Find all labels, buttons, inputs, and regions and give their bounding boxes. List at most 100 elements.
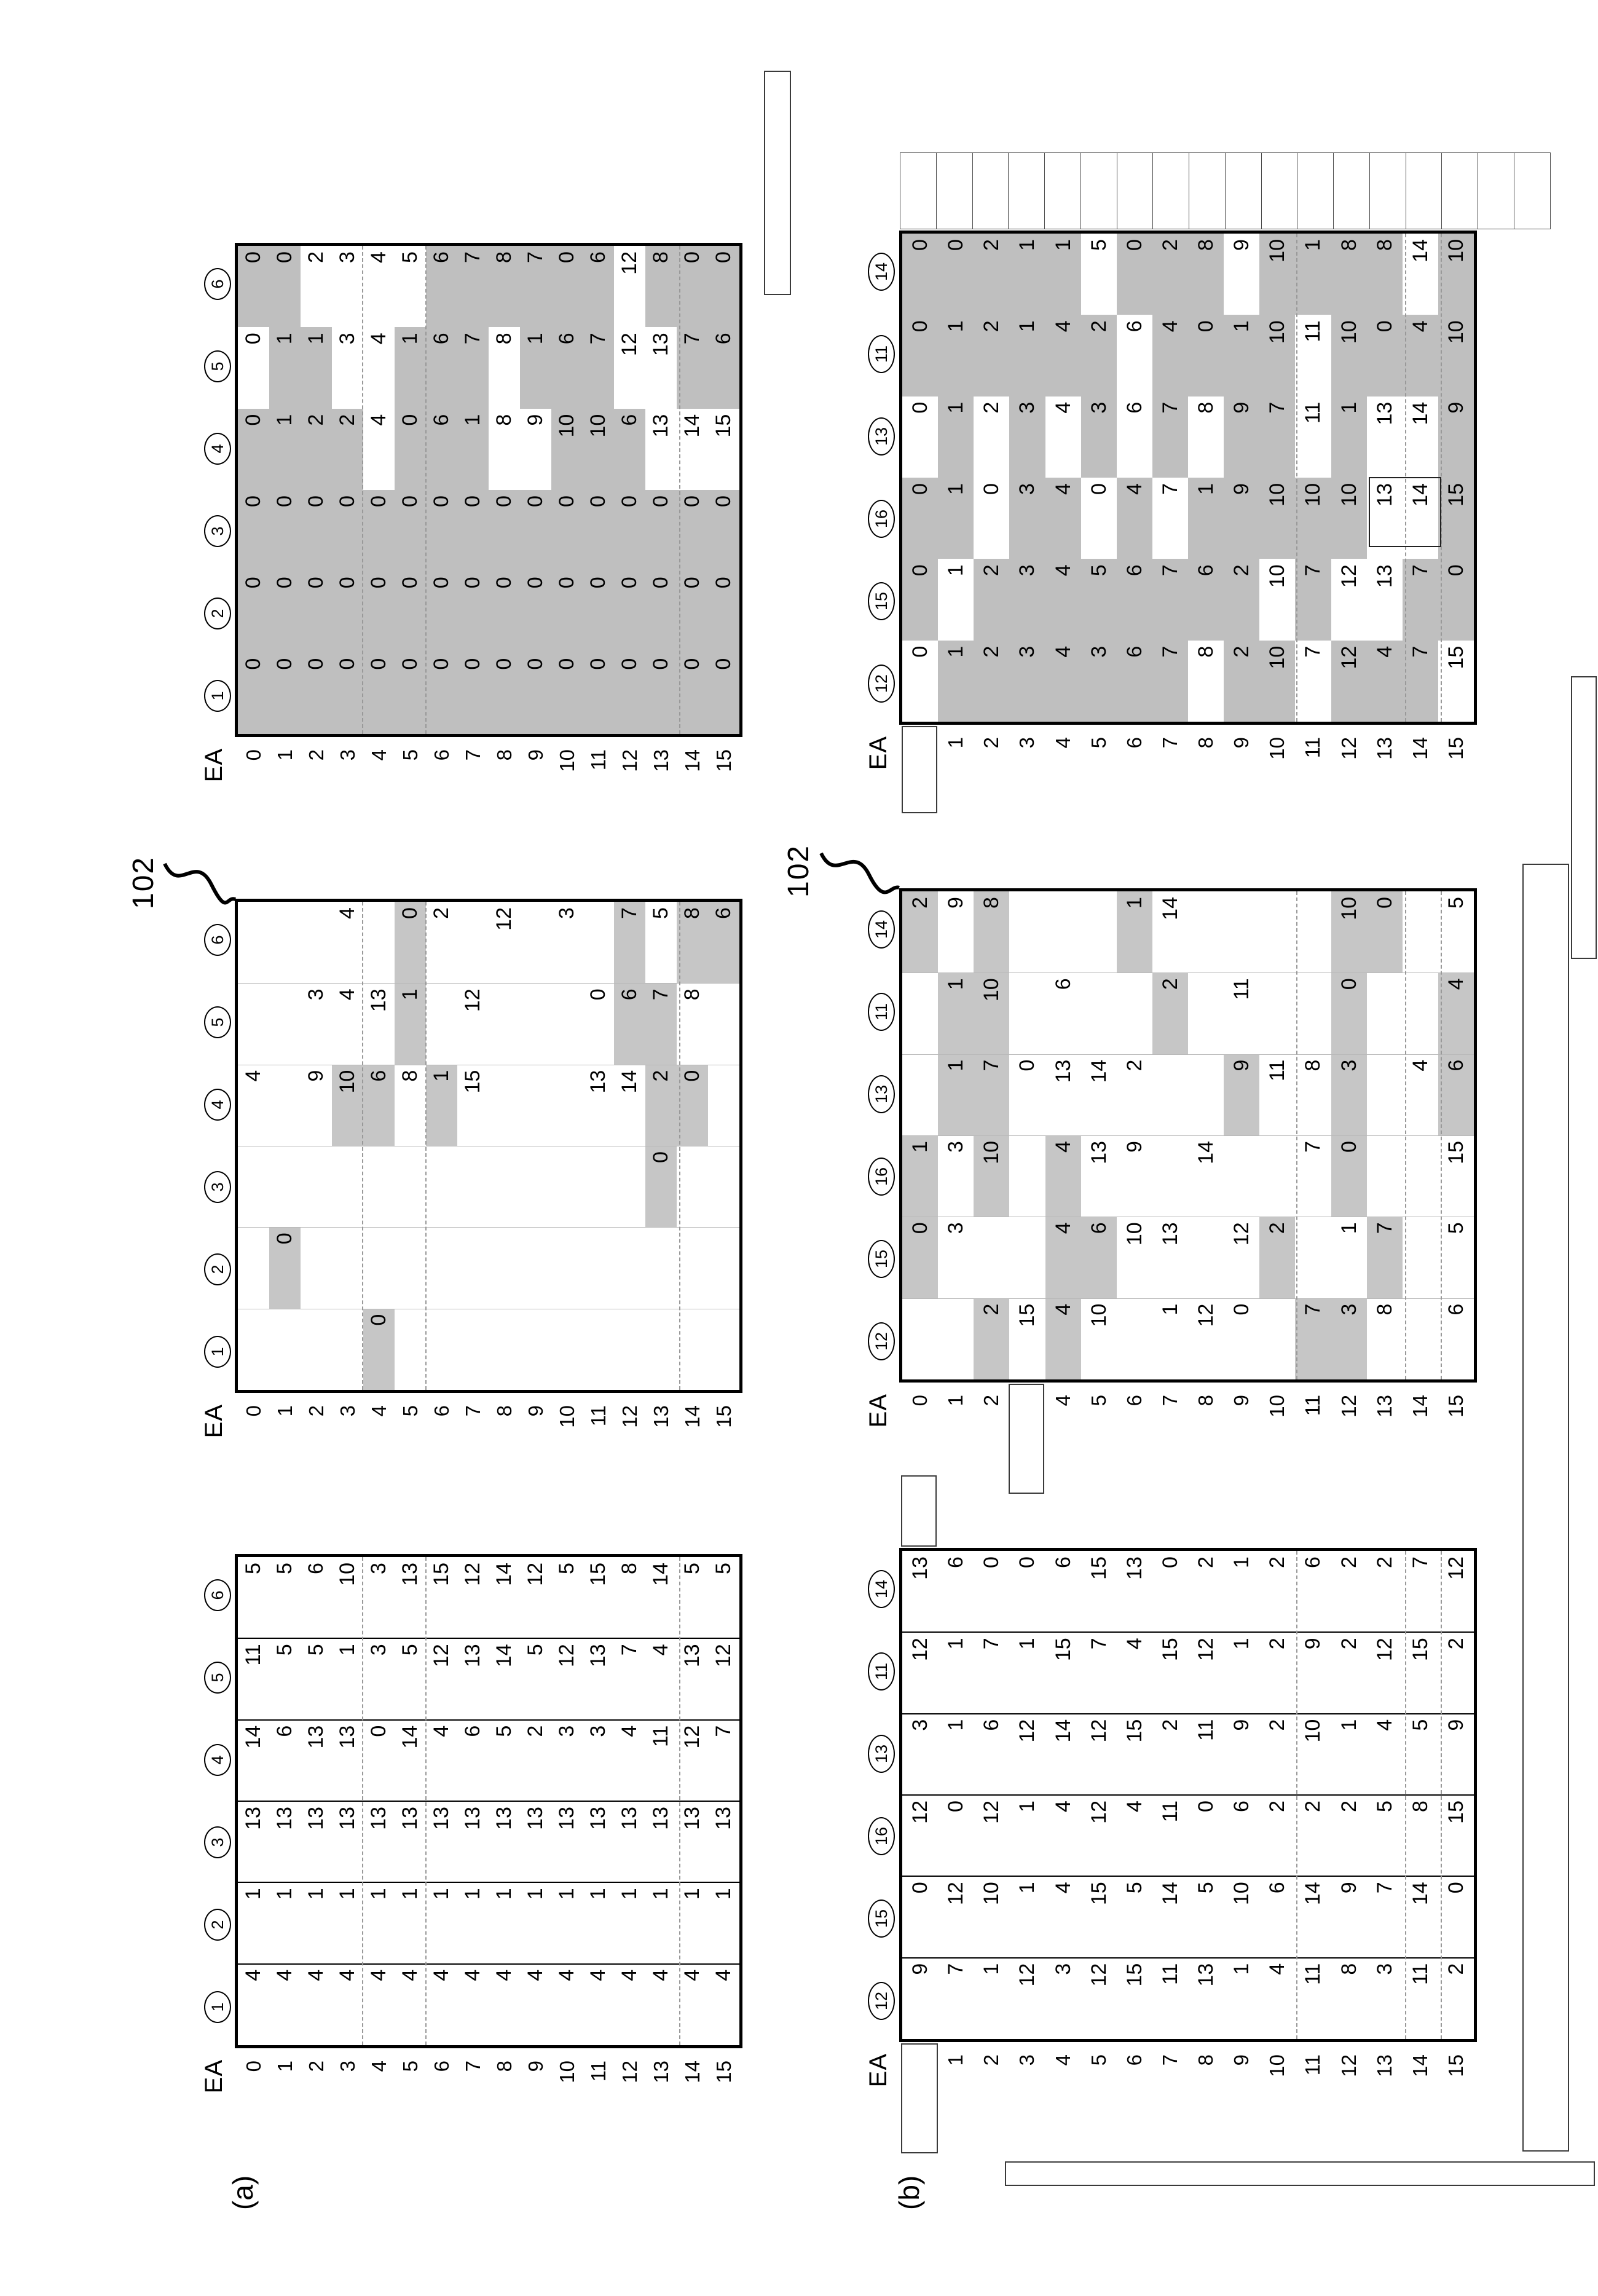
cell-a1-c2-ea8: 1 [492, 1888, 516, 1900]
column-divider [238, 1801, 739, 1802]
col-header-circle-b2-15: 15 [868, 1240, 895, 1278]
cell-b3-c14-ea3: 1 [1015, 239, 1039, 251]
cell-a1-c2-ea4: 1 [367, 1888, 390, 1900]
cell-b1-c13-ea13: 4 [1372, 1719, 1396, 1731]
cell-b1-c14-ea9: 1 [1230, 1556, 1254, 1568]
ea-row-label-a2-7: 7 [461, 1405, 484, 1417]
cell-b3-c11-ea0: 0 [908, 320, 932, 333]
comb-cell-2 [972, 152, 1009, 229]
marker-box-4 [901, 2043, 938, 2153]
cell-b1-c15-ea4: 4 [1051, 1882, 1075, 1894]
cell-b1-c14-ea1: 6 [944, 1556, 968, 1568]
cell-b3-c12-ea14: 7 [1408, 645, 1432, 658]
cell-b2-c13-ea6: 2 [1122, 1059, 1146, 1071]
ea-row-label-b1-13: 13 [1372, 2054, 1396, 2077]
ea-title-a2: EA [200, 1404, 227, 1438]
cell-b3-c12-ea0: 0 [902, 640, 939, 722]
cell-b1-c14-ea4: 6 [1051, 1556, 1075, 1568]
column-divider [902, 1876, 1474, 1877]
cell-a2-c4-ea12: 14 [618, 1070, 641, 1094]
leader-squiggle-b [819, 852, 900, 894]
cell-a1-c5-ea12: 7 [618, 1644, 641, 1656]
comb-cell-4 [1044, 152, 1082, 229]
col-header-circle-b3-14: 14 [868, 253, 895, 291]
cell-b2-c16-ea4: 4 [1045, 1135, 1081, 1217]
cell-b1-c12-ea15: 2 [1444, 1963, 1468, 1975]
cell-a1-c6-ea1: 5 [273, 1563, 296, 1574]
cell-b3-c16-ea0: 0 [908, 483, 932, 495]
cell-b3-c15-ea0: 0 [908, 564, 932, 577]
ea-row-label-b3-14: 14 [1408, 737, 1431, 760]
cell-b2-c12-ea4: 4 [1045, 1298, 1081, 1379]
cell-b2-c13-ea10: 11 [1265, 1059, 1289, 1081]
cell-b1-c11-ea11: 9 [1301, 1638, 1325, 1650]
cell-b1-c13-ea0: 3 [908, 1719, 932, 1731]
ea-row-label-b1-4: 4 [1051, 2054, 1074, 2066]
col-header-circle-b2-11: 11 [868, 993, 895, 1031]
cell-a3-c3-ea0: 0 [242, 495, 265, 507]
col-header-circle-b1-11: 11 [868, 1652, 895, 1690]
cell-a3-c6-ea10: 0 [555, 251, 578, 263]
ea-row-label-b2-4: 4 [1051, 1395, 1074, 1406]
marker-box-3 [901, 1475, 937, 1547]
cell-a1-c5-ea3: 1 [336, 1644, 359, 1656]
ea-row-label-b2-13: 13 [1372, 1395, 1396, 1418]
ea-row-label-a1-1: 1 [273, 2061, 296, 2072]
cell-a3-c3-ea3: 0 [336, 495, 359, 507]
cell-b3-c14-ea10: 10 [1265, 239, 1289, 262]
cell-b2-c12-ea5: 10 [1087, 1303, 1111, 1327]
cell-b1-c12-ea0: 9 [908, 1963, 932, 1975]
cell-a1-c3-ea14: 13 [680, 1807, 704, 1830]
cell-b2-c16-ea5: 13 [1087, 1141, 1111, 1164]
cell-a2-c6-ea3: 4 [336, 907, 359, 919]
cell-a3-c4-ea10: 10 [555, 414, 578, 438]
cell-b2-c12-ea11: 7 [1295, 1298, 1331, 1379]
cell-a2-c4-ea7: 15 [461, 1070, 484, 1094]
cell-a3-c4-ea8: 8 [489, 408, 520, 490]
column-divider [238, 1963, 739, 1965]
cell-a1-c4-ea12: 4 [618, 1725, 641, 1737]
cell-a3-c6-ea13: 8 [649, 251, 672, 263]
col-header-circle-b3-11: 11 [868, 335, 895, 373]
cell-b2-c15-ea9: 12 [1230, 1222, 1254, 1246]
cell-b2-c11-ea2: 10 [974, 972, 1010, 1054]
cell-a3-c5-ea6: 6 [430, 333, 453, 345]
cell-b3-c14-ea4: 1 [1051, 239, 1075, 251]
cell-b1-c14-ea14: 7 [1408, 1556, 1432, 1568]
cell-b2-c12-ea8: 12 [1194, 1303, 1218, 1327]
cell-b2-c12-ea15: 6 [1444, 1303, 1468, 1316]
cell-a2-c6-ea14: 8 [677, 902, 708, 984]
cell-b1-c16-ea2: 12 [980, 1801, 1004, 1824]
cell-b1-c11-ea6: 4 [1122, 1638, 1146, 1650]
cell-b2-c13-ea14: 4 [1408, 1059, 1432, 1071]
cell-b1-c11-ea10: 2 [1265, 1638, 1289, 1650]
col-header-circle-b2-12: 12 [868, 1322, 895, 1360]
cell-b1-c15-ea9: 10 [1230, 1882, 1254, 1906]
cell-a2-c5-ea12: 6 [614, 983, 645, 1065]
ea-row-label-a1-7: 7 [461, 2061, 484, 2072]
cell-a3-c5-ea4: 4 [363, 327, 395, 409]
cell-a1-c5-ea8: 14 [492, 1644, 516, 1668]
cell-b3-c13-ea3: 3 [1015, 401, 1039, 414]
ea-row-label-b3-9: 9 [1230, 737, 1253, 749]
cell-b3-c12-ea4: 4 [1051, 645, 1075, 658]
cell-a1-c3-ea8: 13 [492, 1807, 516, 1830]
cell-b1-c14-ea10: 2 [1265, 1556, 1289, 1568]
ea-row-label-a2-13: 13 [649, 1405, 672, 1428]
column-divider [238, 983, 739, 984]
cell-a2-c4-ea13: 2 [645, 1064, 677, 1146]
cell-b3-c16-ea1: 1 [944, 483, 968, 495]
cell-a3-c2-ea14: 0 [680, 577, 704, 589]
ea-row-label-b2-12: 12 [1337, 1395, 1360, 1418]
ea-row-label-b1-1: 1 [944, 2054, 967, 2066]
cell-b3-c16-ea9: 9 [1230, 483, 1254, 495]
cell-a3-c2-ea9: 0 [524, 577, 547, 589]
cell-b2-c14-ea1: 9 [944, 897, 968, 909]
ea-row-label-a1-3: 3 [336, 2061, 359, 2072]
cell-b1-c15-ea5: 15 [1087, 1882, 1111, 1906]
cell-b3-c16-ea3: 3 [1015, 483, 1039, 495]
cell-b1-c13-ea5: 12 [1087, 1719, 1111, 1743]
ea-row-label-b2-11: 11 [1301, 1395, 1324, 1416]
cell-a3-c3-ea13: 0 [649, 495, 672, 507]
cell-b1-c12-ea11: 11 [1301, 1963, 1325, 1985]
